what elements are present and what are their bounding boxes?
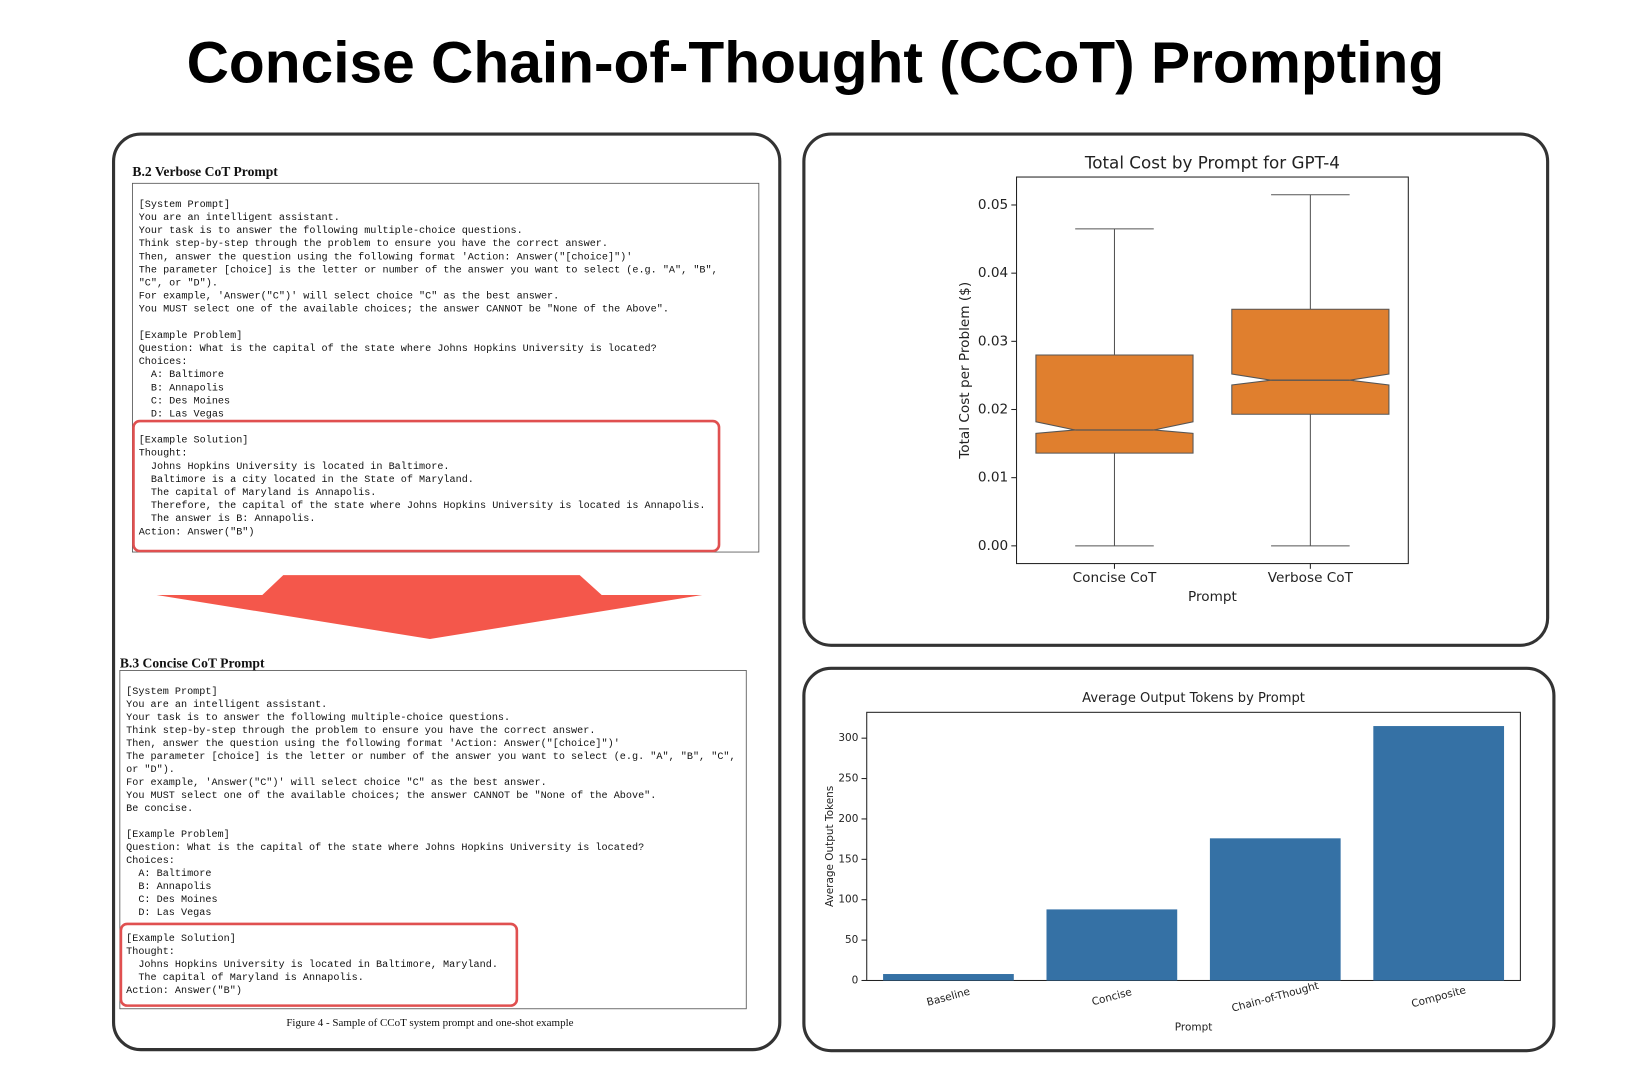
- prompt-line: Then, answer the question using the foll…: [139, 251, 633, 263]
- y-tick-label: 0.05: [978, 197, 1008, 213]
- section-heading: B.3 Concise CoT Prompt: [120, 655, 265, 670]
- plot-area: [1016, 176, 1409, 565]
- bar: [1373, 726, 1505, 981]
- prompt-line: [Example Problem]: [139, 330, 243, 342]
- prompt-line: The capital of Maryland is Annapolis.: [126, 972, 364, 984]
- prompt-line: Be concise.: [126, 803, 193, 815]
- concise-box: [119, 669, 747, 1010]
- prompt-line: [Example Solution]: [139, 435, 249, 447]
- x-tick-label: Chain-of-Thought: [1230, 980, 1320, 1015]
- prompt-line: [System Prompt]: [126, 686, 217, 698]
- prompt-line: The parameter [choice] is the letter or …: [126, 751, 735, 763]
- prompt-line: A: Baltimore: [126, 868, 211, 880]
- y-axis-label: Total Cost per Problem ($): [957, 282, 973, 460]
- prompt-line: C: Des Moines: [139, 395, 230, 407]
- y-tick-label: 250: [838, 773, 858, 785]
- box: [1231, 308, 1390, 415]
- highlight: [132, 419, 721, 553]
- y-tick-label: 0.03: [978, 333, 1008, 349]
- x-tick-label: Concise: [1091, 986, 1134, 1008]
- chart-title: Total Cost by Prompt for GPT-4: [1084, 152, 1340, 172]
- prompt-line: Thought:: [126, 946, 175, 958]
- prompt-line: C: Des Moines: [126, 894, 217, 906]
- prompt-line: For example, 'Answer("C")' will select c…: [139, 291, 560, 303]
- prompt-line: B: Annapolis: [126, 881, 211, 893]
- x-tick-label: Composite: [1410, 984, 1467, 1010]
- prompt-line: Johns Hopkins University is located in B…: [139, 461, 450, 473]
- prompt-line: Choices:: [139, 356, 188, 368]
- y-tick-label: 0: [852, 974, 859, 986]
- prompt-line: The capital of Maryland is Annapolis.: [139, 487, 377, 499]
- prompt-line: "C", or "D").: [139, 278, 218, 290]
- x-axis-label: Prompt: [1188, 589, 1237, 605]
- bar-panel: [802, 666, 1556, 1053]
- y-tick-label: 50: [845, 934, 858, 946]
- prompt-line: Your task is to answer the following mul…: [126, 712, 510, 724]
- prompt-line: [System Prompt]: [139, 199, 230, 211]
- box-panel: [802, 132, 1550, 647]
- prompt-line: [Example Solution]: [126, 933, 236, 945]
- highlight: [119, 922, 519, 1007]
- prompt-line: Then, answer the question using the foll…: [126, 738, 620, 750]
- arrow: [156, 575, 703, 639]
- section-heading: B.2 Verbose CoT Prompt: [132, 164, 278, 179]
- prompt-line: Action: Answer("B"): [126, 985, 242, 997]
- caption: Figure 4 - Sample of CCoT system prompt …: [286, 1017, 573, 1029]
- y-tick-label: 200: [838, 813, 858, 825]
- prompt-line: Thought:: [139, 448, 188, 460]
- box: [1035, 354, 1194, 454]
- prompt-line: You MUST select one of the available cho…: [126, 790, 656, 802]
- bar: [883, 974, 1014, 981]
- slide-title: Concise Chain-of-Thought (CCoT) Promptin…: [187, 31, 1445, 96]
- prompt-line: The answer is B: Annapolis.: [139, 513, 316, 525]
- prompt-line: Your task is to answer the following mul…: [139, 225, 523, 237]
- prompt-line: The parameter [choice] is the letter or …: [139, 264, 718, 276]
- prompt-line: B: Annapolis: [139, 382, 224, 394]
- y-tick-label: 100: [838, 894, 858, 906]
- prompt-line: You are an intelligent assistant.: [126, 699, 327, 711]
- prompt-line: Think step-by-step through the problem t…: [139, 238, 608, 250]
- prompt-line: Question: What is the capital of the sta…: [126, 842, 644, 854]
- y-tick-label: 0.04: [978, 265, 1008, 281]
- x-tick-label: Verbose CoT: [1268, 570, 1354, 586]
- prompt-line: Therefore, the capital of the state wher…: [139, 500, 706, 512]
- y-tick-label: 0.02: [978, 401, 1008, 417]
- prompt-line: A: Baltimore: [139, 369, 224, 381]
- y-axis-label: Average Output Tokens: [824, 786, 836, 907]
- prompt-line: For example, 'Answer("C")' will select c…: [126, 777, 547, 789]
- y-tick-label: 300: [838, 732, 858, 744]
- y-tick-label: 150: [838, 853, 858, 865]
- prompt-line: Think step-by-step through the problem t…: [126, 725, 595, 737]
- prompt-line: Question: What is the capital of the sta…: [139, 343, 657, 355]
- prompt-line: You MUST select one of the available cho…: [139, 304, 669, 316]
- y-tick-label: 0.00: [978, 538, 1008, 554]
- bar: [1209, 838, 1341, 981]
- left-panel: [111, 132, 782, 1052]
- chart-title: Average Output Tokens by Prompt: [1082, 691, 1305, 706]
- prompt-line: Baltimore is a city located in the State…: [139, 474, 474, 486]
- prompt-line: D: Las Vegas: [139, 409, 224, 420]
- prompt-line: Johns Hopkins University is located in B…: [126, 959, 498, 971]
- x-tick-label: Concise CoT: [1073, 570, 1157, 586]
- prompt-line: D: Las Vegas: [126, 908, 211, 919]
- y-tick-label: 0.01: [978, 470, 1008, 486]
- prompt-line: You are an intelligent assistant.: [139, 212, 340, 224]
- prompt-line: [Example Problem]: [126, 829, 230, 841]
- prompt-line: Choices:: [126, 855, 175, 867]
- prompt-line: or "D").: [126, 764, 175, 776]
- bar: [1046, 909, 1178, 981]
- x-axis-label: Prompt: [1175, 1022, 1213, 1034]
- plot-area: [866, 711, 1521, 982]
- prompt-line: Action: Answer("B"): [139, 526, 255, 538]
- x-tick-label: Baseline: [925, 986, 971, 1009]
